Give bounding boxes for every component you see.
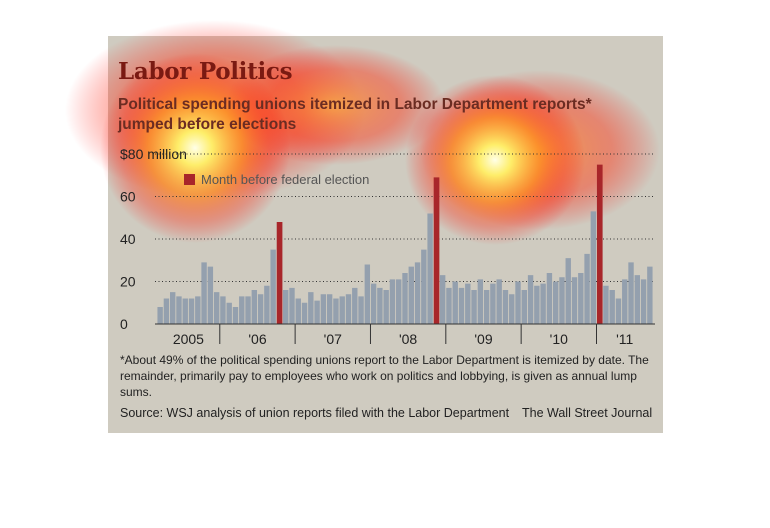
y-tick-label: $80 million [120,146,187,162]
bar [157,307,163,324]
bar [534,285,540,324]
bar [226,302,232,324]
bar [421,249,427,325]
bar [521,290,527,324]
bar [358,296,364,325]
bar [396,279,402,325]
bar [578,273,584,324]
bar-chart: 0 20 40 60 $80 million 2005 '06 '07 '08 '09 '10 '11… [120,146,655,347]
x-year-label: '10 [550,331,568,347]
bar [220,296,226,325]
x-year-label: '08 [399,331,417,347]
bar [188,298,195,324]
bar [389,279,396,325]
x-year-label: 2005 [173,331,204,347]
bar [571,277,578,324]
bar [477,279,484,325]
y-tick-label: 20 [120,274,136,290]
bar [509,294,515,324]
bar [496,279,502,325]
bar [458,287,465,325]
bar [565,258,571,325]
bar [527,275,534,325]
bar [301,302,308,324]
bar [364,264,371,324]
bar [270,249,276,325]
bar [289,287,295,325]
bar [163,298,170,324]
y-tick-label: 40 [120,231,136,247]
bar [609,290,615,324]
legend-swatch [184,174,195,185]
bar [352,287,358,325]
bar [295,298,301,324]
bar [207,266,214,325]
chart-title: Labor Politics [118,58,293,85]
bar [283,290,289,324]
credit-line: The Wall Street Journal [522,406,653,420]
bar [590,211,597,325]
y-tick-label: 0 [120,316,128,332]
bar [483,290,490,324]
bar [314,300,320,325]
bar [176,296,182,325]
bar [195,296,201,325]
bar [245,296,251,325]
bar [264,285,270,324]
bar [515,281,521,324]
bar [427,213,433,324]
bar [603,285,609,324]
bar [345,294,352,324]
x-year-label: '09 [474,331,492,347]
bar-election-month [276,222,283,324]
bar [377,287,383,325]
x-year-label: '07 [324,331,342,347]
bar-election-month [433,177,440,325]
bar [213,292,220,325]
bar [490,283,496,325]
bar [540,283,546,325]
bar [414,262,421,325]
bar [634,275,640,325]
bar [647,266,653,325]
bar [559,277,565,324]
bar [257,294,264,324]
bar [546,273,553,324]
bar [615,298,622,324]
bar [308,292,314,325]
bar [333,298,339,324]
bar [502,290,509,324]
x-year-label: '06 [248,331,266,347]
bar [251,290,258,324]
y-tick-label: 60 [120,189,136,205]
bar [471,290,477,324]
bar [552,281,559,324]
bar [326,294,333,324]
bar [370,283,377,325]
bar [339,296,345,325]
bar [383,290,389,324]
bar-election-month [596,164,603,325]
bar [239,296,245,325]
bar [402,273,408,324]
source-note: Source: WSJ analysis of union reports fi… [120,406,510,420]
bar [446,287,452,325]
bar [408,266,414,325]
bar [320,294,327,324]
bar [170,292,176,325]
chart-subtitle: Political spending unions itemized in La… [118,96,592,133]
bar [201,262,207,325]
bar [452,281,458,324]
bar [640,279,647,325]
bar [182,298,188,324]
footnote: *About 49% of the political spending uni… [120,353,649,399]
x-year-label: '11 [616,331,633,347]
bar [622,279,628,325]
legend-label: Month before federal election [201,172,369,187]
bar [628,262,634,325]
bar [232,307,239,324]
bar [584,253,590,325]
bar [439,275,446,325]
bar [465,283,471,325]
